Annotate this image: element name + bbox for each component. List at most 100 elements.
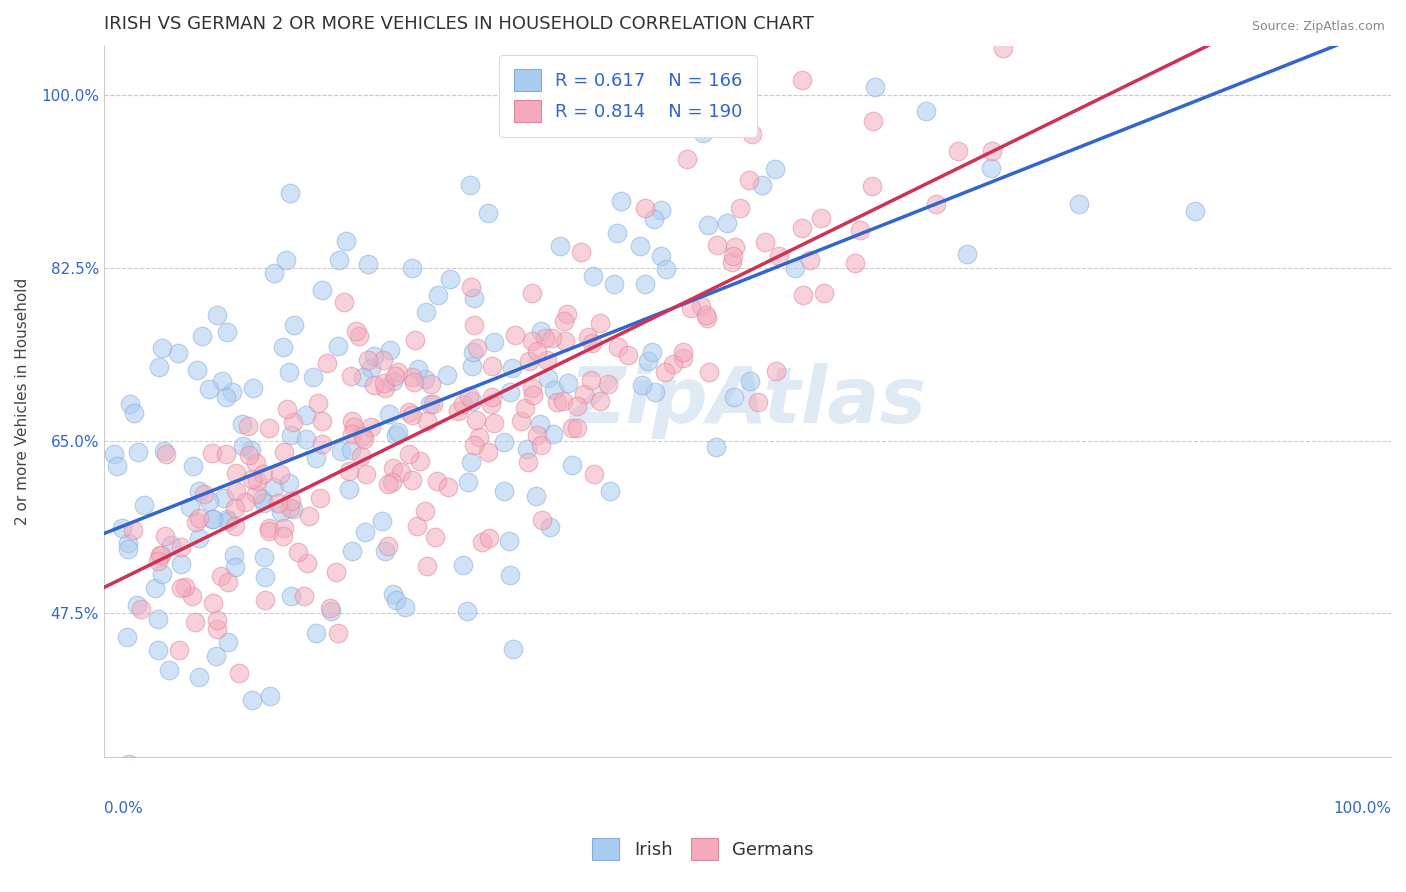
Point: [863, 79, 886, 94]
Point: [463, 318, 485, 332]
Point: [211, 374, 233, 388]
Point: [277, 475, 299, 490]
Point: [328, 626, 350, 640]
Point: [465, 341, 488, 355]
Text: IRISH VS GERMAN 2 OR MORE VEHICLES IN HOUSEHOLD CORRELATION CHART: IRISH VS GERMAN 2 OR MORE VEHICLES IN HO…: [104, 15, 814, 33]
Point: [356, 467, 378, 481]
Point: [589, 316, 612, 330]
Point: [287, 545, 309, 559]
Point: [741, 128, 763, 142]
Point: [692, 126, 714, 140]
Point: [200, 446, 222, 460]
Point: [534, 331, 557, 345]
Point: [409, 454, 432, 468]
Point: [157, 663, 180, 677]
Point: [280, 589, 302, 603]
Point: [150, 566, 173, 581]
Point: [257, 524, 280, 538]
Point: [738, 173, 761, 187]
Point: [689, 299, 711, 313]
Point: [333, 294, 356, 309]
Point: [716, 217, 738, 231]
Point: [517, 354, 540, 368]
Point: [654, 365, 676, 379]
Point: [259, 689, 281, 703]
Point: [553, 313, 575, 327]
Point: [481, 390, 503, 404]
Point: [650, 202, 672, 217]
Point: [252, 467, 274, 481]
Point: [792, 221, 814, 235]
Point: [394, 599, 416, 614]
Point: [637, 354, 659, 368]
Point: [217, 512, 239, 526]
Point: [146, 612, 169, 626]
Point: [956, 247, 979, 261]
Point: [530, 513, 553, 527]
Point: [538, 520, 561, 534]
Point: [292, 589, 315, 603]
Point: [378, 407, 401, 421]
Point: [245, 457, 267, 471]
Point: [245, 487, 267, 501]
Point: [543, 383, 565, 397]
Point: [643, 212, 665, 227]
Point: [460, 359, 482, 373]
Point: [991, 41, 1014, 55]
Point: [526, 344, 548, 359]
Point: [377, 539, 399, 553]
Point: [217, 634, 239, 648]
Point: [460, 178, 482, 193]
Point: [349, 329, 371, 343]
Point: [520, 381, 543, 395]
Point: [304, 626, 326, 640]
Point: [416, 558, 439, 573]
Point: [254, 593, 277, 607]
Point: [197, 382, 219, 396]
Point: [257, 521, 280, 535]
Point: [768, 250, 790, 264]
Point: [695, 308, 717, 322]
Point: [747, 395, 769, 409]
Point: [276, 402, 298, 417]
Point: [862, 114, 884, 128]
Point: [721, 249, 744, 263]
Point: [326, 339, 349, 353]
Point: [413, 372, 436, 386]
Point: [754, 235, 776, 250]
Point: [479, 397, 502, 411]
Point: [401, 473, 423, 487]
Point: [278, 186, 301, 200]
Point: [328, 253, 350, 268]
Point: [132, 498, 155, 512]
Point: [706, 440, 728, 454]
Point: [209, 569, 232, 583]
Point: [319, 600, 342, 615]
Point: [150, 342, 173, 356]
Point: [565, 420, 588, 434]
Point: [554, 334, 576, 349]
Point: [420, 376, 443, 391]
Point: [278, 501, 301, 516]
Point: [215, 325, 238, 339]
Point: [738, 374, 761, 388]
Point: [579, 373, 602, 387]
Point: [343, 420, 366, 434]
Point: [557, 376, 579, 391]
Point: [699, 365, 721, 379]
Point: [301, 370, 323, 384]
Point: [529, 417, 551, 431]
Point: [381, 475, 404, 490]
Point: [696, 219, 718, 233]
Point: [212, 491, 235, 505]
Point: [186, 363, 208, 377]
Point: [763, 162, 786, 177]
Point: [278, 365, 301, 379]
Point: [606, 226, 628, 240]
Point: [460, 455, 482, 469]
Point: [628, 239, 651, 253]
Point: [672, 351, 695, 365]
Point: [385, 592, 408, 607]
Point: [240, 443, 263, 458]
Text: ZipAtlas: ZipAtlas: [569, 363, 927, 439]
